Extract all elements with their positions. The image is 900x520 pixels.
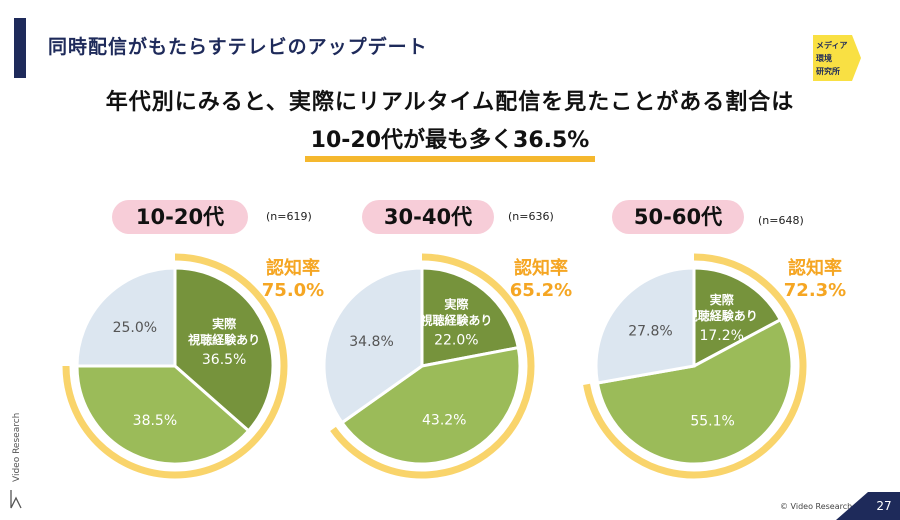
pie-slice bbox=[692, 266, 783, 369]
copyright: © Video Research Ltd. bbox=[780, 502, 870, 511]
media-lab-logo: メディア 環境 研究所 bbox=[812, 34, 862, 82]
awareness-ring bbox=[62, 253, 288, 479]
logo-graphic: メディア 環境 研究所 bbox=[813, 35, 861, 81]
awareness-30-40: 認知率 65.2% bbox=[506, 258, 576, 302]
slice-category-label: 実際 bbox=[710, 292, 735, 307]
pie-slice bbox=[173, 266, 275, 433]
slice-value-label: 27.8% bbox=[628, 323, 672, 339]
headline-line-1: 年代別にみると、実際にリアルタイム配信を見たことがある割合は bbox=[105, 90, 795, 115]
awareness-value: 72.3% bbox=[783, 280, 847, 301]
logo-line-1: メディア bbox=[816, 40, 847, 50]
headline-line-2: 10‐20代が最も多く36.5% bbox=[304, 122, 596, 162]
n-label-50-60: (n=648) bbox=[758, 214, 804, 227]
age-pill-10-20: 10-20代 bbox=[112, 200, 248, 234]
header-accent-bar bbox=[14, 18, 26, 78]
pie-slice bbox=[75, 266, 177, 368]
awareness-ring bbox=[583, 253, 807, 479]
n-label-10-20: (n=619) bbox=[266, 210, 312, 223]
age-pill-50-60: 50-60代 bbox=[612, 200, 744, 234]
awareness-value: 75.0% bbox=[261, 280, 325, 301]
slice-category-label: 視聴経験あり bbox=[419, 312, 492, 327]
pie-slice bbox=[595, 317, 794, 466]
awareness-50-60: 認知率 72.3% bbox=[780, 258, 850, 302]
pie-slice bbox=[594, 266, 696, 385]
slice-category-label: 視聴経験あり bbox=[187, 332, 260, 347]
awareness-title: 認知率 bbox=[266, 258, 320, 279]
age-pill-30-40: 30-40代 bbox=[362, 200, 494, 234]
pie-slice bbox=[339, 345, 522, 466]
slice-category-label: 実際 bbox=[212, 316, 237, 331]
slice-category-label: 視聴経験あり bbox=[685, 308, 758, 323]
awareness-title: 認知率 bbox=[514, 258, 568, 279]
slice-value-label: 34.8% bbox=[349, 334, 393, 350]
slice-value-label: 36.5% bbox=[202, 352, 246, 368]
pie-slice bbox=[322, 266, 424, 425]
side-brand-text: Video Research bbox=[12, 413, 22, 482]
page-corner bbox=[836, 492, 868, 520]
awareness-10-20: 認知率 75.0% bbox=[258, 258, 328, 302]
awareness-value: 65.2% bbox=[509, 280, 573, 301]
logo-line-2: 環境 bbox=[816, 53, 832, 63]
slice-value-label: 55.1% bbox=[690, 414, 734, 430]
slice-value-label: 38.5% bbox=[133, 413, 177, 429]
pie-slice bbox=[75, 364, 251, 466]
slice-value-label: 43.2% bbox=[422, 412, 466, 428]
awareness-ring bbox=[330, 253, 535, 479]
n-label-30-40: (n=636) bbox=[508, 210, 554, 223]
headline-line-2-wrap: 10‐20代が最も多く36.5% bbox=[0, 122, 900, 162]
section-title: 同時配信がもたらすテレビのアップデート bbox=[48, 36, 428, 58]
slice-category-label: 実際 bbox=[444, 296, 469, 311]
video-research-logo: Video Research bbox=[6, 412, 26, 512]
logo-line-3: 研究所 bbox=[816, 66, 840, 76]
slice-value-label: 22.0% bbox=[434, 332, 478, 348]
awareness-title: 認知率 bbox=[788, 258, 842, 279]
pie-slice bbox=[420, 266, 521, 368]
page-number: 27 bbox=[868, 492, 900, 520]
slice-value-label: 17.2% bbox=[699, 328, 743, 344]
slice-value-label: 25.0% bbox=[113, 320, 157, 336]
